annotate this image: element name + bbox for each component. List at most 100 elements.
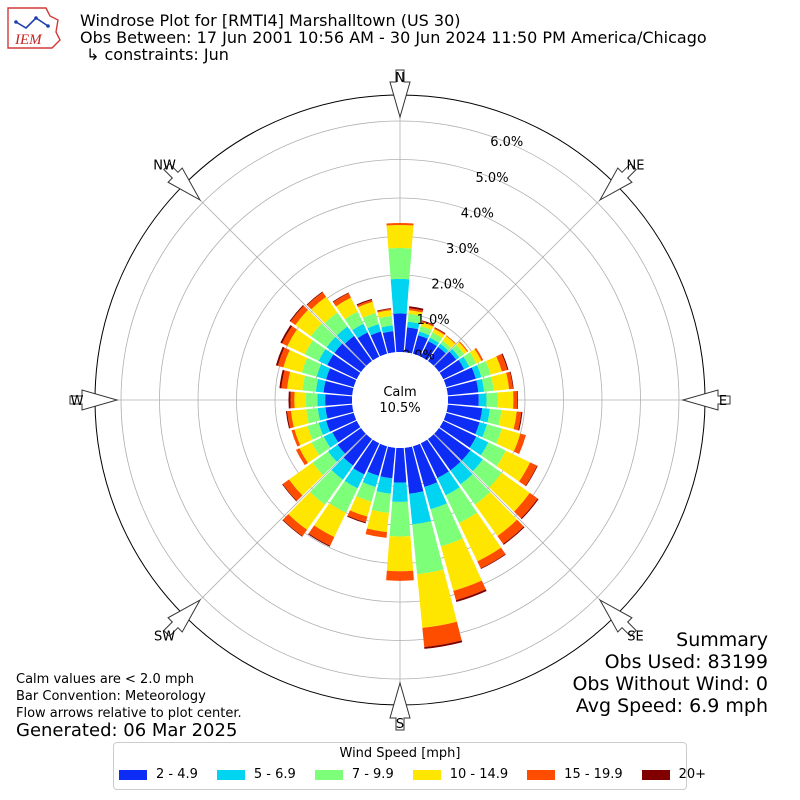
wind-bar-segment <box>474 347 484 361</box>
wind-bar-segment <box>362 312 379 329</box>
wind-bar-segment <box>513 411 522 431</box>
wind-bar-segment <box>525 465 538 487</box>
flow-arrow-icon <box>389 69 411 119</box>
wind-bar-segment <box>407 313 422 324</box>
wind-bar-segment <box>357 301 376 318</box>
wind-bar-segment <box>349 496 372 517</box>
wind-bar-segment <box>283 349 308 373</box>
legend-item: 7 - 9.9 <box>314 767 394 782</box>
wind-bar-segment <box>460 474 491 505</box>
legend-label: 2 - 4.9 <box>156 767 198 782</box>
legend-swatch <box>216 769 245 780</box>
wind-bar-segment <box>371 491 391 513</box>
wind-bar-segment <box>409 491 432 525</box>
generated-date: Generated: 06 Mar 2025 <box>16 720 238 741</box>
wind-bar-segment <box>336 326 355 344</box>
wind-bar-segment <box>429 332 443 343</box>
wind-bar-segment <box>427 346 446 366</box>
logo-text: IEM <box>14 32 43 48</box>
wind-bar-segment <box>520 498 539 520</box>
wind-bar-segment <box>302 375 319 392</box>
wind-bar-segment <box>295 309 322 337</box>
calm-circle <box>352 352 448 448</box>
flow-arrow-icon <box>598 598 637 637</box>
legend-title: Wind Speed [mph] <box>339 746 461 761</box>
wind-bar-segment <box>447 393 479 407</box>
wind-bar-segment <box>288 492 325 530</box>
flow-note: Flow arrows relative to plot center. <box>16 706 242 721</box>
legend-swatch <box>119 769 147 780</box>
compass-label-sw: SW <box>154 629 175 644</box>
wind-bar-segment <box>486 392 499 408</box>
wind-bar-segment <box>417 569 457 628</box>
wind-bar-segment <box>496 428 521 452</box>
wind-bar-segment <box>357 299 373 308</box>
radial-tick-label: 5.0% <box>476 171 509 186</box>
wind-bar-segment <box>376 476 393 494</box>
wind-bar-segment <box>388 248 412 280</box>
legend-label: 20+ <box>678 767 707 782</box>
wind-bar-segment <box>456 342 468 355</box>
legend-label: 15 - 19.9 <box>564 767 623 782</box>
legend-items: 2 - 4.9 5 - 6.9 7 - 9.9 10 - 14.9 15 - 19.9 2… <box>119 767 706 782</box>
wind-bar-segment <box>497 391 514 409</box>
wind-bar-segment <box>469 348 482 364</box>
wind-bar-segment <box>496 450 531 482</box>
radial-tick-label: 4.0% <box>461 206 494 221</box>
wind-bar-segment <box>365 528 388 538</box>
wind-bar-segment <box>422 621 462 648</box>
wind-bar-segment <box>331 457 354 480</box>
wind-bar-segment <box>356 482 376 502</box>
wind-bar-segment <box>324 312 348 336</box>
wind-bar-segment <box>439 420 477 448</box>
legend-label: 7 - 9.9 <box>351 767 394 782</box>
compass-label-nw: NW <box>153 159 176 174</box>
legend-item: 2 - 4.9 <box>119 767 198 782</box>
wind-bar-segment <box>344 335 373 366</box>
wind-bar-segment <box>285 411 291 429</box>
wind-bar-segment <box>287 410 294 429</box>
wind-bar-segment <box>478 393 487 407</box>
wind-bar-segment <box>434 427 471 461</box>
legend-swatch <box>641 769 670 780</box>
wind-bar-segment <box>317 393 326 407</box>
wind-bar-segment <box>455 589 487 602</box>
wind-bar-segment <box>450 461 473 485</box>
wind-bar-segment <box>366 509 389 533</box>
wind-bar-segment <box>485 356 502 375</box>
wind-bar-segment <box>311 296 338 324</box>
wind-bar-segment <box>337 427 366 454</box>
wind-bar-segment <box>287 329 313 355</box>
radial-tick-label: 2.0% <box>431 278 464 293</box>
wind-bar-segment <box>294 425 313 446</box>
wind-bar-segment <box>370 331 388 357</box>
legend-item: 5 - 6.9 <box>216 767 296 782</box>
wind-bar-segment <box>477 547 506 569</box>
wind-bar-segment <box>446 404 483 421</box>
wind-bar-segment <box>334 343 366 373</box>
wind-bar-segment <box>306 408 320 424</box>
wind-bar-segment <box>482 424 502 444</box>
wind-bar-segment <box>463 352 477 367</box>
wind-bar-segment <box>497 519 524 544</box>
wind-bar-segment <box>480 553 506 569</box>
radial-tick-label: 1.0% <box>417 313 450 328</box>
flow-arrow-icon <box>69 389 119 411</box>
wind-bar-segment <box>291 429 301 447</box>
legend-item: 10 - 14.9 <box>412 767 508 782</box>
flow-arrows <box>69 69 731 731</box>
summary-obs-without-wind: Obs Without Wind: 0 <box>572 673 768 695</box>
wind-bar-segment <box>458 356 470 370</box>
wind-bar-segment <box>357 332 380 361</box>
wind-bar-segment <box>333 293 351 307</box>
wind-bar-segment <box>509 371 514 389</box>
wind-bar-segment <box>422 320 435 326</box>
wind-bar-segment <box>518 411 523 431</box>
wind-bar-segment <box>412 335 428 357</box>
calm-label: Calm <box>383 385 416 400</box>
wind-bar-segment <box>280 325 293 344</box>
wind-bar-segment <box>424 482 447 510</box>
wind-bar-segment <box>404 327 419 354</box>
wind-bar-segment <box>408 308 423 313</box>
wind-bar-segment <box>343 434 373 466</box>
